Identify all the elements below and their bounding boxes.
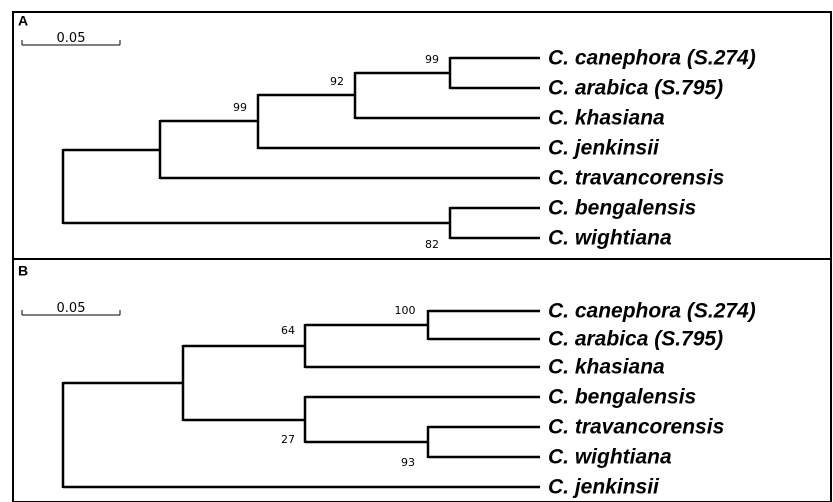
bootstrap: 99: [233, 101, 247, 114]
scale-bar: 0.05: [21, 31, 121, 46]
taxon: C. bengalensis: [548, 386, 696, 409]
taxon: C. canephora (S.274): [548, 47, 756, 70]
bootstrap: 92: [330, 75, 344, 88]
bootstrap: 93: [401, 456, 415, 469]
taxon: C. canephora (S.274): [548, 300, 756, 323]
taxon: C. travancorensis: [548, 167, 724, 190]
taxon: C. arabica (S.795): [548, 77, 723, 100]
tree-b: [61, 309, 540, 489]
scale-label: 0.05: [57, 301, 86, 316]
bootstrap: 100: [395, 304, 416, 317]
panel-label: A: [18, 13, 28, 29]
bootstrap: 82: [425, 238, 439, 251]
taxon: C. arabica (S.795): [548, 328, 723, 351]
tree-a: [61, 56, 540, 240]
taxon: C. jenkinsii: [548, 476, 660, 499]
panel-label: B: [18, 263, 28, 279]
bootstrap: 99: [425, 53, 439, 66]
taxon: C. khasiana: [548, 107, 665, 130]
scale-label: 0.05: [57, 31, 86, 46]
bootstrap: 64: [281, 324, 295, 337]
taxon: C. bengalensis: [548, 197, 696, 220]
bootstrap: 27: [281, 433, 295, 446]
taxon: C. khasiana: [548, 356, 665, 379]
scale-bar: 0.05: [21, 301, 121, 316]
taxon: C. wightiana: [548, 227, 672, 250]
taxon: C. jenkinsii: [548, 137, 660, 160]
panel-b-frame: [12, 258, 832, 502]
taxon: C. travancorensis: [548, 416, 724, 439]
taxon: C. wightiana: [548, 446, 672, 469]
